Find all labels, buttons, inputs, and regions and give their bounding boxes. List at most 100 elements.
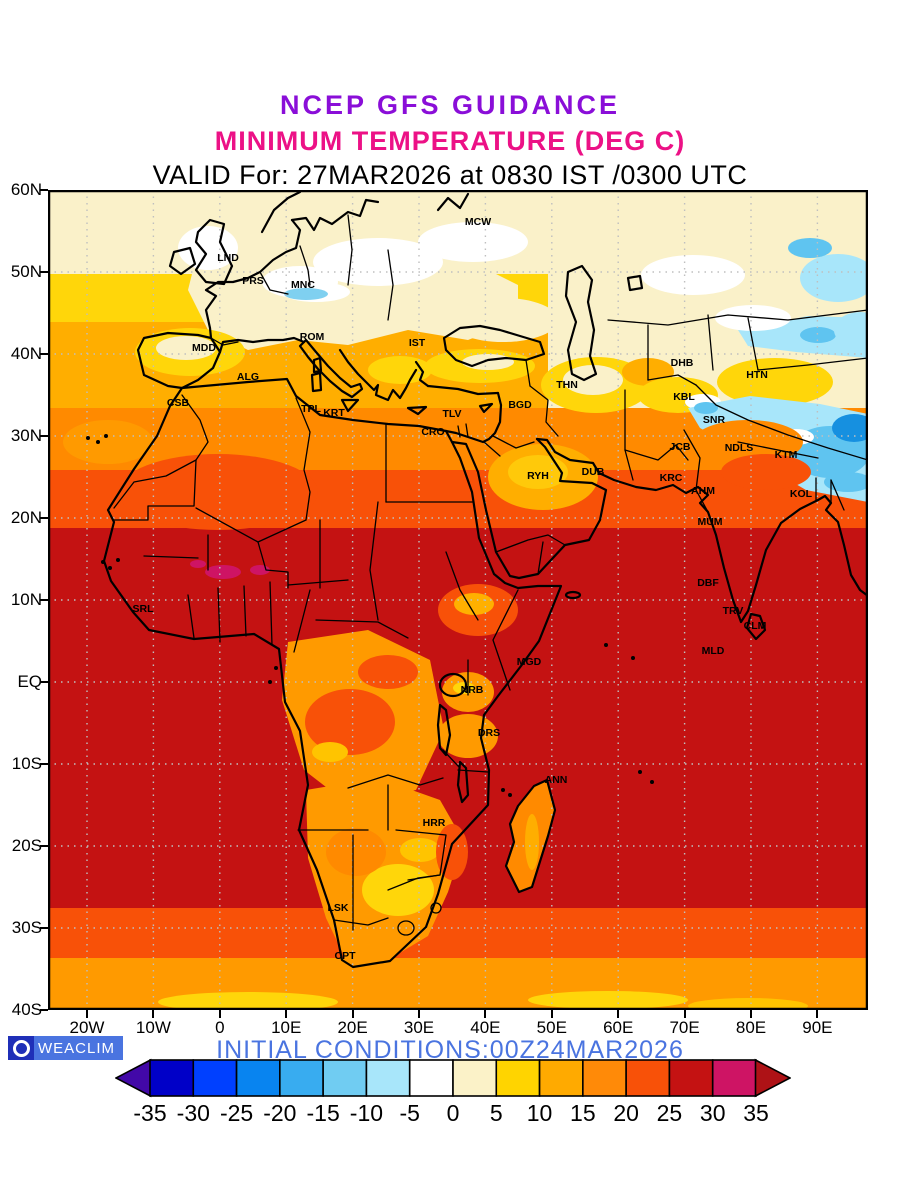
legend-segment	[192, 1059, 238, 1097]
map-canvas	[48, 190, 868, 1010]
city-label: KOL	[789, 488, 813, 500]
lon-tick-label: 10E	[271, 1018, 302, 1037]
tick-mark	[40, 353, 48, 355]
legend-segment	[322, 1059, 368, 1097]
map: MCW LND PRS MNC ROM IST MDD ALG CSB TPL KRT CRO TLV B…	[48, 190, 868, 1010]
weaclim-logo: WEACLIM	[8, 1036, 124, 1060]
city-label: NDLS	[724, 442, 754, 454]
legend-segment	[625, 1059, 671, 1097]
tick-mark	[152, 1010, 155, 1018]
city-label: SNR	[702, 414, 726, 426]
city-label: NRB	[460, 684, 484, 696]
city-label: JCB	[669, 441, 691, 453]
tick-mark	[550, 1010, 553, 1018]
tick-mark	[40, 599, 48, 601]
lat-tick-label: 30N	[10, 426, 42, 445]
lon-tick-label: 10W	[135, 1018, 171, 1037]
tick-mark	[418, 1010, 420, 1018]
logo-text: WEACLIM	[34, 1036, 124, 1060]
lat-tick-label: 10N	[10, 590, 42, 609]
legend-tick-label: 15	[570, 1100, 596, 1126]
lon-tick-label: 50E	[536, 1018, 567, 1037]
legend-tick-labels: -35 -30 -25 -20 -15 -10 -5 0 5 10 15 20 25 30 35	[115, 1100, 791, 1130]
city-label: HTN	[746, 369, 768, 381]
legend-segment	[149, 1059, 195, 1097]
lat-tick-label: 20S	[11, 836, 42, 855]
lat-tick-label: 40N	[10, 344, 42, 363]
legend-tick-label: 10	[526, 1100, 553, 1126]
city-label: DUB	[581, 466, 605, 478]
page-subtitle: MINIMUM TEMPERATURE (DEG C)	[214, 126, 686, 156]
legend-segment	[668, 1059, 714, 1097]
legend-tick-label: -20	[263, 1100, 297, 1126]
legend-tick-label: -15	[306, 1100, 340, 1126]
city-label: CSB	[166, 397, 190, 409]
legend-tick-label: 30	[699, 1100, 726, 1126]
city-label: LND	[217, 252, 239, 264]
valid-time-label: VALID For: 27MAR2026 at 0830 IST /0300 U…	[152, 160, 748, 190]
lon-tick-label: 40E	[470, 1018, 501, 1037]
city-label: KRC	[659, 472, 683, 484]
city-label: MGD	[516, 656, 542, 668]
city-label: MUM	[697, 516, 723, 528]
tick-mark	[484, 1010, 487, 1018]
legend-tick-label: -10	[349, 1100, 384, 1126]
city-label: TLV	[442, 408, 462, 420]
legend-segment	[711, 1059, 757, 1097]
city-label: BGD	[508, 399, 532, 411]
tick-mark	[40, 517, 48, 519]
lat-tick-label: 40S	[11, 1000, 42, 1019]
legend-segment	[452, 1059, 498, 1097]
city-label: MLD	[701, 645, 725, 657]
legend-segment	[279, 1059, 324, 1097]
city-label: ANN	[544, 774, 568, 786]
city-label: LSK	[327, 902, 349, 914]
lon-tick-label: 0	[215, 1018, 225, 1037]
lat-tick-label: EQ	[17, 672, 42, 691]
legend-arrow-right	[754, 1058, 792, 1098]
map-border-frame	[48, 190, 868, 1010]
city-label: TPL	[301, 403, 321, 415]
city-label: KRT	[323, 407, 345, 419]
lon-tick-label: 60E	[603, 1018, 634, 1037]
city-label: CPT	[334, 950, 356, 962]
city-label: ROM	[299, 331, 325, 343]
tick-mark	[40, 435, 48, 437]
legend-segment	[365, 1059, 411, 1097]
legend-tick-label: 20	[613, 1100, 639, 1126]
legend-tick-label: -5	[399, 1100, 420, 1126]
city-label: RYH	[527, 470, 549, 482]
legend-tick-label: 0	[446, 1100, 460, 1126]
tick-mark	[40, 763, 48, 765]
city-label: SRL	[132, 603, 154, 615]
tick-mark	[351, 1010, 354, 1018]
legend-segment	[408, 1059, 454, 1097]
legend-arrow-left	[114, 1058, 152, 1098]
legend-tick-label: -30	[176, 1100, 210, 1126]
legend-segment	[495, 1059, 541, 1097]
tick-mark	[40, 681, 48, 683]
city-label: ALG	[236, 371, 260, 383]
tick-mark	[617, 1010, 620, 1018]
lon-tick-label: 20E	[337, 1018, 368, 1037]
lat-tick-label: 20N	[10, 508, 42, 527]
city-label: DHB	[670, 357, 694, 369]
lat-tick-label: 50N	[10, 262, 42, 281]
tick-mark	[40, 189, 48, 191]
legend-tick-label: 35	[743, 1100, 769, 1126]
legend-segment	[582, 1059, 627, 1097]
city-label: AHM	[691, 485, 715, 497]
lon-tick-label: 90E	[802, 1018, 833, 1037]
legend-tick-label: 5	[489, 1100, 503, 1126]
lon-tick-label: 20W	[69, 1018, 105, 1037]
city-label: KBL	[673, 391, 695, 403]
city-label: DRS	[477, 727, 501, 739]
city-label: MNC	[291, 279, 315, 291]
lon-tick-label: 80E	[735, 1018, 767, 1037]
city-label: MDD	[192, 342, 216, 354]
island-dots	[86, 434, 654, 797]
city-label: MCW	[464, 216, 492, 228]
city-label: CRO	[421, 426, 445, 438]
tick-mark	[40, 1009, 48, 1011]
city-label: THN	[556, 379, 578, 391]
